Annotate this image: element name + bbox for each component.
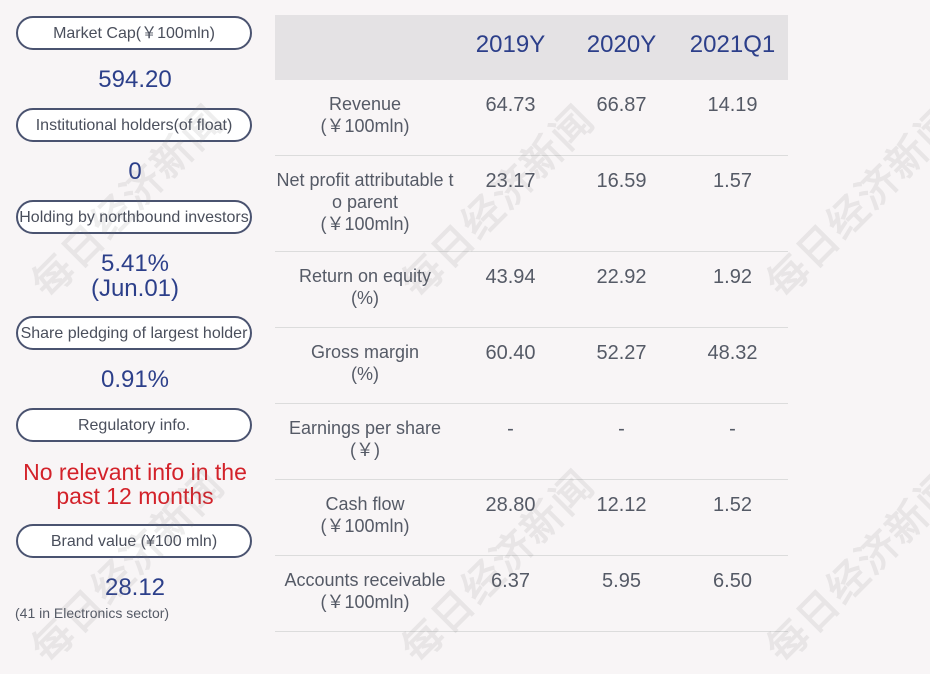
table-cell: 14.19 <box>707 94 758 116</box>
table-cell: 1.92 <box>713 266 752 288</box>
brand-value-label: Brand value (¥100 mln) <box>16 524 252 558</box>
table-cell: 43.94 <box>485 266 536 288</box>
table-row-gross-margin: Gross margin (%) 60.40 52.27 48.32 <box>275 328 788 404</box>
northbound-holding-label: Holding by northbound investors <box>16 200 252 234</box>
table-cell: - <box>729 418 736 440</box>
row-label: Net profit attributable to parent (￥100ml… <box>276 170 454 234</box>
header-2019y: 2019Y <box>475 31 546 58</box>
table-row-revenue: Revenue (￥100mln) 64.73 66.87 14.19 <box>275 80 788 156</box>
row-label: Revenue (￥100mln) <box>320 94 410 136</box>
table-cell: 12.12 <box>596 494 647 516</box>
table-cell: 6.50 <box>713 570 752 592</box>
table-row-cash-flow: Cash flow (￥100mln) 28.80 12.12 1.52 <box>275 480 788 556</box>
row-label: Accounts receivable (￥100mln) <box>284 570 446 612</box>
table-row-eps: Earnings per share (￥) - - - <box>275 404 788 480</box>
regulatory-info-label: Regulatory info. <box>16 408 252 442</box>
table-cell: 48.32 <box>707 342 758 364</box>
financials-table: 2019Y 2020Y 2021Q1 Revenue (￥100mln) 64.7… <box>275 15 788 632</box>
summary-panel: Market Cap(￥100mln) 594.20 Institutional… <box>0 0 275 647</box>
table-header: 2019Y 2020Y 2021Q1 <box>275 15 788 80</box>
table-cell: 1.57 <box>713 170 752 192</box>
table-cell: - <box>507 418 514 440</box>
table-cell: 28.80 <box>485 494 536 516</box>
table-cell: 64.73 <box>485 94 536 116</box>
northbound-holding-date: (Jun.01) <box>90 275 180 302</box>
institutional-holders-label: Institutional holders(of float) <box>16 108 252 142</box>
market-cap-value: 594.20 <box>98 66 172 93</box>
table-cell: 16.59 <box>596 170 647 192</box>
row-label: Return on equity (%) <box>298 266 432 308</box>
header-2021q1: 2021Q1 <box>689 31 776 58</box>
market-cap-label: Market Cap(￥100mln) <box>16 16 252 50</box>
brand-value-note: (41 in Electronics sector) <box>15 605 170 621</box>
table-cell: - <box>618 418 625 440</box>
brand-value: 28.12 <box>104 574 166 601</box>
table-cell: 6.37 <box>491 570 530 592</box>
share-pledging-label: Share pledging of largest holder <box>16 316 252 350</box>
table-row-net-profit: Net profit attributable to parent (￥100ml… <box>275 156 788 252</box>
regulatory-info-value-line1: No relevant info in the <box>23 459 247 485</box>
table-cell: 5.95 <box>602 570 641 592</box>
table-cell: 23.17 <box>485 170 536 192</box>
table-cell: 52.27 <box>596 342 647 364</box>
row-label: Gross margin (%) <box>310 342 420 384</box>
table-cell: 66.87 <box>596 94 647 116</box>
table-cell: 1.52 <box>713 494 752 516</box>
regulatory-info-value-line2: past 12 months <box>56 483 214 509</box>
northbound-holding-value: 5.41% <box>100 250 170 277</box>
table-row-accounts-receivable: Accounts receivable (￥100mln) 6.37 5.95 6… <box>275 556 788 632</box>
share-pledging-value: 0.91% <box>100 366 170 393</box>
table-row-roe: Return on equity (%) 43.94 22.92 1.92 <box>275 252 788 328</box>
header-2020y: 2020Y <box>586 31 657 58</box>
row-label: Earnings per share (￥) <box>288 418 442 460</box>
table-cell: 22.92 <box>596 266 647 288</box>
institutional-holders-value: 0 <box>128 158 142 185</box>
row-label: Cash flow (￥100mln) <box>320 494 410 536</box>
table-cell: 60.40 <box>485 342 536 364</box>
